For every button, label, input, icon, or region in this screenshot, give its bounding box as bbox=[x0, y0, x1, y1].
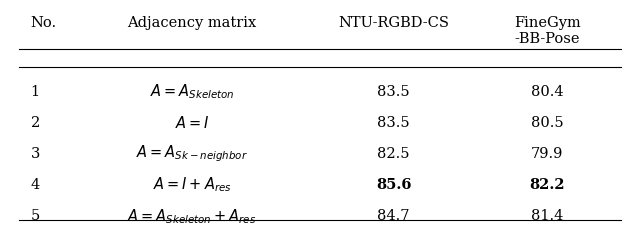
Text: $A = I + A_{res}$: $A = I + A_{res}$ bbox=[153, 175, 231, 194]
Text: 2: 2 bbox=[31, 115, 40, 129]
Text: 83.5: 83.5 bbox=[378, 84, 410, 98]
Text: FineGym
-BB-Pose: FineGym -BB-Pose bbox=[514, 16, 580, 46]
Text: 5: 5 bbox=[31, 208, 40, 222]
Text: 80.4: 80.4 bbox=[531, 84, 563, 98]
Text: 79.9: 79.9 bbox=[531, 146, 563, 160]
Text: 85.6: 85.6 bbox=[376, 177, 412, 191]
Text: 81.4: 81.4 bbox=[531, 208, 563, 222]
Text: 4: 4 bbox=[31, 177, 40, 191]
Text: $A = I$: $A = I$ bbox=[175, 114, 209, 130]
Text: $A = A_{Skeleton}$: $A = A_{Skeleton}$ bbox=[150, 82, 234, 100]
Text: 84.7: 84.7 bbox=[378, 208, 410, 222]
Text: 82.2: 82.2 bbox=[529, 177, 565, 191]
Text: 1: 1 bbox=[31, 84, 40, 98]
Text: NTU-RGBD-CS: NTU-RGBD-CS bbox=[338, 16, 449, 30]
Text: 80.5: 80.5 bbox=[531, 115, 563, 129]
Text: 83.5: 83.5 bbox=[378, 115, 410, 129]
Text: $A = A_{Skeleton} + A_{res}$: $A = A_{Skeleton} + A_{res}$ bbox=[127, 206, 257, 225]
Text: Adjacency matrix: Adjacency matrix bbox=[127, 16, 257, 30]
Text: 82.5: 82.5 bbox=[378, 146, 410, 160]
Text: $A = A_{Sk-neighbor}$: $A = A_{Sk-neighbor}$ bbox=[136, 143, 248, 164]
Text: No.: No. bbox=[31, 16, 57, 30]
Text: 3: 3 bbox=[31, 146, 40, 160]
